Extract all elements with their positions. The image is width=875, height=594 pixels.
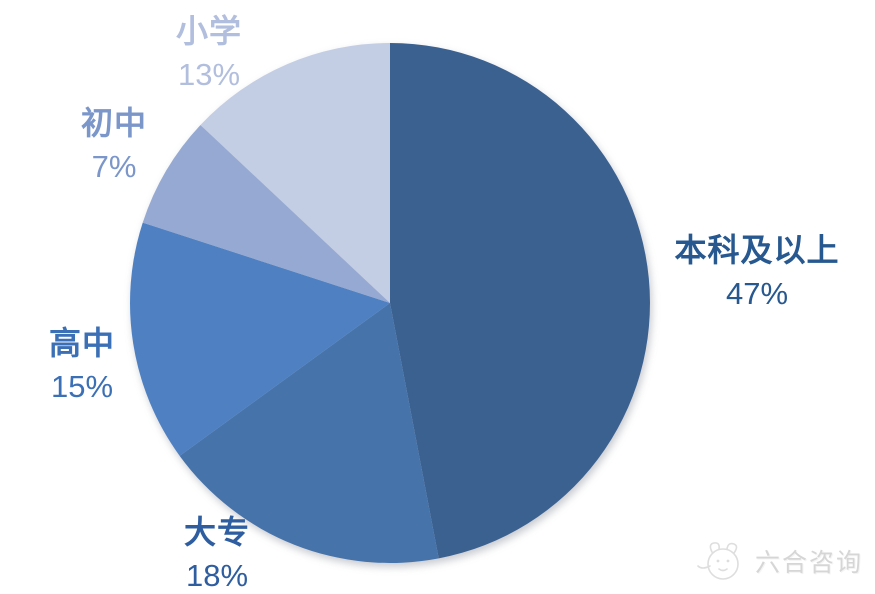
watermark-text: 六合咨询 xyxy=(754,549,863,577)
slice-name: 本科及以上 xyxy=(674,232,840,268)
slice-label-junior-college: 大专 18% xyxy=(184,510,250,594)
liuhe-mascot-logo-icon xyxy=(697,542,739,580)
slice-label-middle-school: 初中 7% xyxy=(81,101,147,188)
slice-percent: 13% xyxy=(177,57,241,92)
slice-percent: 47% xyxy=(725,276,789,311)
pie-slice-0 xyxy=(390,43,650,559)
slice-percent: 18% xyxy=(185,558,249,593)
slice-label-bachelor-and-above: 本科及以上 47% xyxy=(674,228,839,315)
pie-slice-3 xyxy=(142,125,390,304)
slice-name: 大专 xyxy=(183,514,251,550)
slice-name: 高中 xyxy=(48,325,116,361)
slice-percent: 15% xyxy=(50,369,114,404)
slice-label-high-school: 高中 15% xyxy=(49,321,115,408)
pie-slice-4 xyxy=(200,43,390,303)
pie-slice-2 xyxy=(130,222,390,456)
pie-slices xyxy=(130,43,650,563)
slice-percent: 7% xyxy=(91,149,137,184)
slice-name: 初中 xyxy=(80,105,148,141)
slice-label-primary-school: 小学 13% xyxy=(176,9,242,96)
pie-slice-1 xyxy=(179,303,439,563)
watermark: 六合咨询 xyxy=(690,536,863,586)
slice-name: 小学 xyxy=(175,13,243,49)
